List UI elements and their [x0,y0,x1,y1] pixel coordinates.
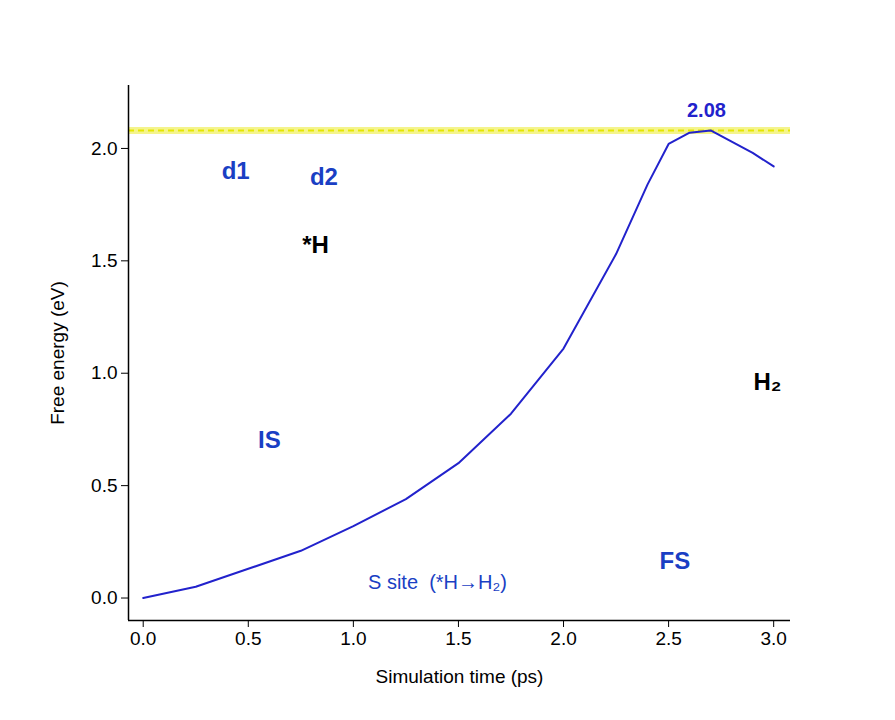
svg-text:d2: d2 [310,163,338,190]
svg-text:d1: d1 [222,157,250,184]
svg-text:0.5: 0.5 [235,628,261,649]
svg-text:0.0: 0.0 [91,587,117,608]
svg-text:1.5: 1.5 [91,250,117,271]
svg-text:0.5: 0.5 [91,475,117,496]
svg-text:Free energy (eV): Free energy (eV) [47,281,68,425]
svg-text:2.0: 2.0 [550,628,576,649]
svg-text:3.0: 3.0 [760,628,786,649]
svg-text:*H: *H [302,231,329,258]
svg-text:Simulation time (ps): Simulation time (ps) [376,666,544,687]
svg-text:1.0: 1.0 [340,628,366,649]
svg-text:0.0: 0.0 [130,628,156,649]
svg-text:H₂: H₂ [753,368,781,395]
svg-text:2.5: 2.5 [655,628,681,649]
svg-text:1.0: 1.0 [91,362,117,383]
svg-text:2.0: 2.0 [91,138,117,159]
svg-text:1.5: 1.5 [445,628,471,649]
svg-text:2.08: 2.08 [687,99,726,121]
svg-text:S site (*H→H₂): S site (*H→H₂) [368,571,507,593]
svg-text:FS: FS [660,547,691,574]
svg-text:IS: IS [258,426,281,453]
